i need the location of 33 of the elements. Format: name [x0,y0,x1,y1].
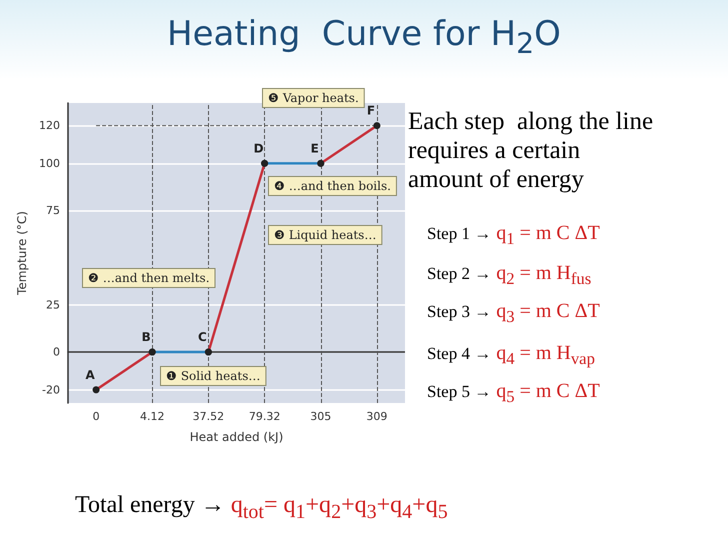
y-axis-title: Tempture (°C) [15,211,30,296]
text: Step 4 → q$_{4}$ = m H$_{vap}$ [427,342,595,368]
x-axis-title: Heat added (kJ) [190,430,284,444]
y-tick-label: 100 [39,156,60,170]
annotation: E [310,141,319,156]
annotation: F [366,104,376,118]
text: Step 5 → q$_{5}$ = m C ΔT [427,380,600,406]
y-tick-label: 120 [39,119,60,132]
x-tick-label: 79.32 [248,410,280,423]
annotation: A [85,368,96,382]
annotation: ❷ …and then melts. [88,271,210,285]
y-tick-label: 75 [46,204,60,218]
y-tick-label: 0 [53,346,60,359]
annotation: ❺ Vapor heats. [268,91,359,105]
x-tick-label: 309 [366,410,388,423]
text: Step 1 → q$_{1}$ = m C ΔT [427,222,600,248]
annotation: C [198,330,208,344]
x-tick-label: 37.52 [192,410,224,423]
text: Each step along the line requires a certain amount of energy [408,108,654,192]
chart-title: Heating Curve for H$_{2}$O [166,14,562,60]
text: Step 2 → q$_{2}$ = m H$_{fus}$ [427,262,592,288]
x-tick-label: 305 [310,410,332,423]
annotation: D [254,141,264,156]
x-tick-label: 4.12 [140,410,164,423]
annotation: ❶ Solid heats… [166,369,260,383]
text: Total energy → q$_{tot}$= q$_{1}$+q$_{2}$+q$_{3}$+q$_{4}$+q$_{5}$ [75,492,448,523]
y-tick-label: -20 [42,383,60,396]
y-tick-label: 25 [46,298,60,312]
annotation: ❸ Liquid heats… [274,228,376,242]
annotation: B [142,330,151,344]
x-tick-label: 0 [92,410,100,423]
annotation: ❹ …and then boils. [274,179,391,193]
text: Step 3 → q$_{3}$ = m C ΔT [427,300,600,326]
